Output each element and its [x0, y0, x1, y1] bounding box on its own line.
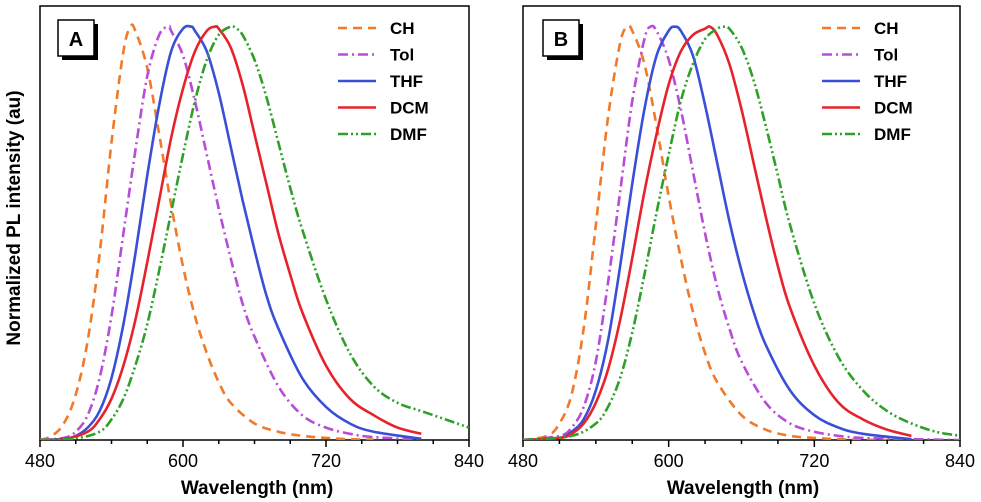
panel-a: 480 600 720 840 A CH Tol THF DCM DMF Wavelength… — [25, 5, 484, 499]
legend-label-dmf-b: DMF — [874, 125, 911, 144]
legend-a: CH Tol THF DCM DMF — [338, 19, 429, 144]
x-tick-label-720-a: 720 — [311, 451, 341, 471]
panel-b: 480 600 720 840 B CH Tol THF DCM DMF Wavelength… — [508, 5, 975, 499]
legend-label-tol-a: Tol — [390, 46, 414, 65]
x-tick-label-600-b: 600 — [654, 451, 684, 471]
plot-area-a — [39, 5, 470, 441]
series-layer-a — [40, 23, 469, 440]
legend-label-thf-b: THF — [874, 72, 907, 91]
series-line-dcm-a — [40, 24, 422, 440]
series-line-ch-a — [40, 23, 374, 440]
x-tick-label-840-b: 840 — [945, 451, 975, 471]
legend-label-dmf-a: DMF — [390, 125, 427, 144]
series-line-tol-b — [523, 24, 960, 440]
series-line-thf-a — [40, 24, 422, 440]
x-tick-label-480-a: 480 — [25, 451, 55, 471]
x-ticks-b: 480 600 720 840 — [508, 440, 975, 471]
x-tick-label-480-b: 480 — [508, 451, 538, 471]
legend-b: CH Tol THF DCM DMF — [822, 19, 913, 144]
series-line-dmf-b — [523, 25, 960, 440]
x-tick-label-840-a: 840 — [454, 451, 484, 471]
y-axis-label: Normalized PL intensity (au) — [4, 90, 25, 345]
panel-label-frame-b — [542, 19, 580, 57]
panel-label-frame-a — [57, 19, 95, 57]
series-line-tol-a — [40, 25, 422, 440]
series-line-dmf-a — [40, 25, 469, 440]
legend-label-ch-b: CH — [874, 19, 899, 38]
x-tick-label-720-b: 720 — [799, 451, 829, 471]
plot-area-b — [522, 5, 961, 441]
legend-label-dcm-b: DCM — [874, 99, 913, 118]
panel-label-box-a: A — [57, 19, 98, 60]
legend-label-thf-a: THF — [390, 72, 423, 91]
x-axis-label-b: Wavelength (nm) — [667, 478, 819, 499]
series-line-dcm-b — [523, 25, 912, 440]
panel-label-b: B — [554, 29, 568, 51]
series-line-thf-b — [523, 25, 912, 440]
panel-label-box-b: B — [542, 19, 583, 60]
x-axis-label-a: Wavelength (nm) — [181, 478, 333, 499]
legend-label-ch-a: CH — [390, 19, 415, 38]
x-tick-label-600-a: 600 — [168, 451, 198, 471]
panel-label-a: A — [69, 29, 83, 51]
legend-label-tol-b: Tol — [874, 46, 898, 65]
series-layer-b — [523, 24, 960, 440]
legend-label-dcm-a: DCM — [390, 99, 429, 118]
x-ticks-a: 480 600 720 840 — [25, 440, 484, 471]
